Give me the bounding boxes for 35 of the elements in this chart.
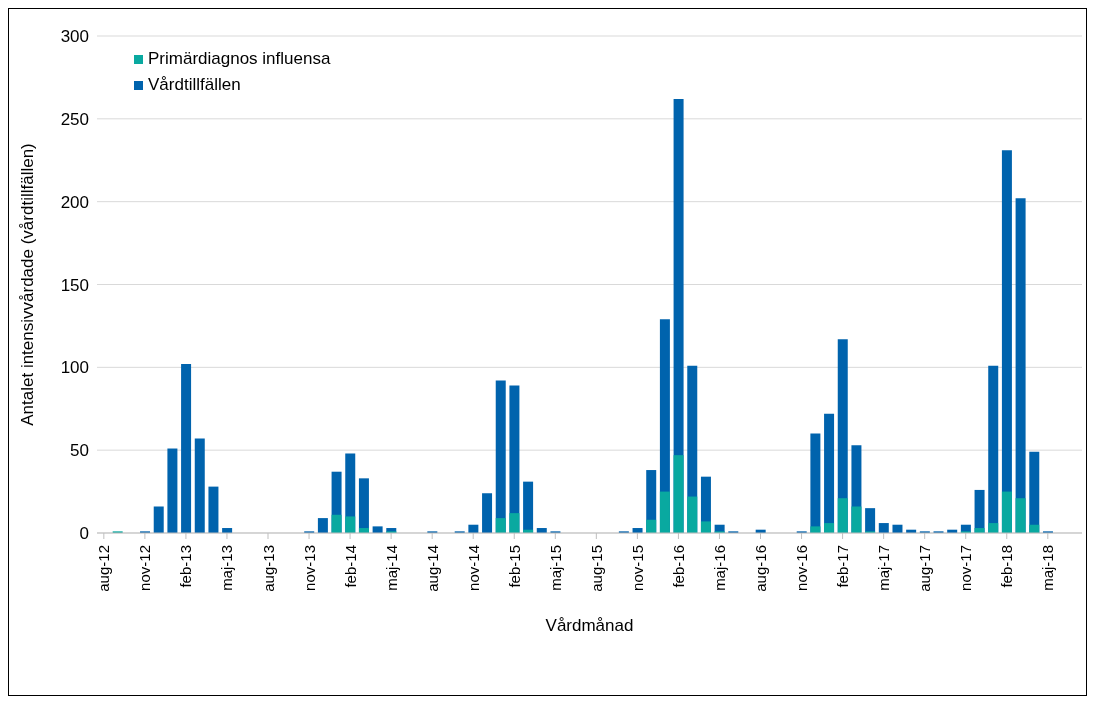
legend-label: Vårdtillfällen [148, 75, 241, 95]
x-tick-label: nov-12 [136, 545, 154, 591]
x-tick-label: aug-13 [259, 545, 277, 592]
x-tick-label: aug-16 [752, 545, 770, 592]
x-tick-label: feb-17 [834, 545, 852, 588]
x-axis-title: Vårdmånad [545, 616, 634, 635]
x-tick-label: feb-14 [341, 545, 359, 588]
y-tick-label: 50 [70, 441, 89, 461]
x-tick-label: nov-15 [628, 545, 646, 591]
y-tick-label: 250 [60, 109, 89, 129]
x-tick-label: maj-17 [875, 545, 893, 591]
x-tick-label: aug-14 [423, 545, 441, 592]
x-tick-label: feb-13 [177, 545, 195, 588]
y-tick-label: 300 [60, 27, 89, 47]
x-tick-label: maj-14 [382, 545, 400, 591]
y-tick-label: 0 [79, 524, 89, 544]
y-tick-label: 200 [60, 192, 89, 212]
y-tick-label: 100 [60, 358, 89, 378]
legend-label: Primärdiagnos influensa [148, 49, 331, 69]
x-tick-label: feb-18 [998, 545, 1016, 588]
x-tick-label: feb-15 [505, 545, 523, 588]
x-tick-label: aug-15 [587, 545, 605, 592]
x-tick-label: aug-17 [916, 545, 934, 592]
x-tick-label: maj-15 [546, 545, 564, 591]
x-tick-label: feb-16 [669, 545, 687, 588]
x-tick-label: maj-18 [1039, 545, 1057, 591]
x-tick-label: aug-12 [95, 545, 113, 592]
x-tick-label: nov-17 [957, 545, 975, 591]
x-tick-label: nov-16 [793, 545, 811, 591]
x-tick-label: maj-16 [710, 545, 728, 591]
y-tick-label: 150 [60, 275, 89, 295]
x-tick-label: maj-13 [218, 545, 236, 591]
y-axis-title: Antalet intensivvårdade (vårdtillfällen) [18, 143, 38, 426]
x-tick-label: nov-14 [464, 545, 482, 591]
x-tick-label: nov-13 [300, 545, 318, 591]
